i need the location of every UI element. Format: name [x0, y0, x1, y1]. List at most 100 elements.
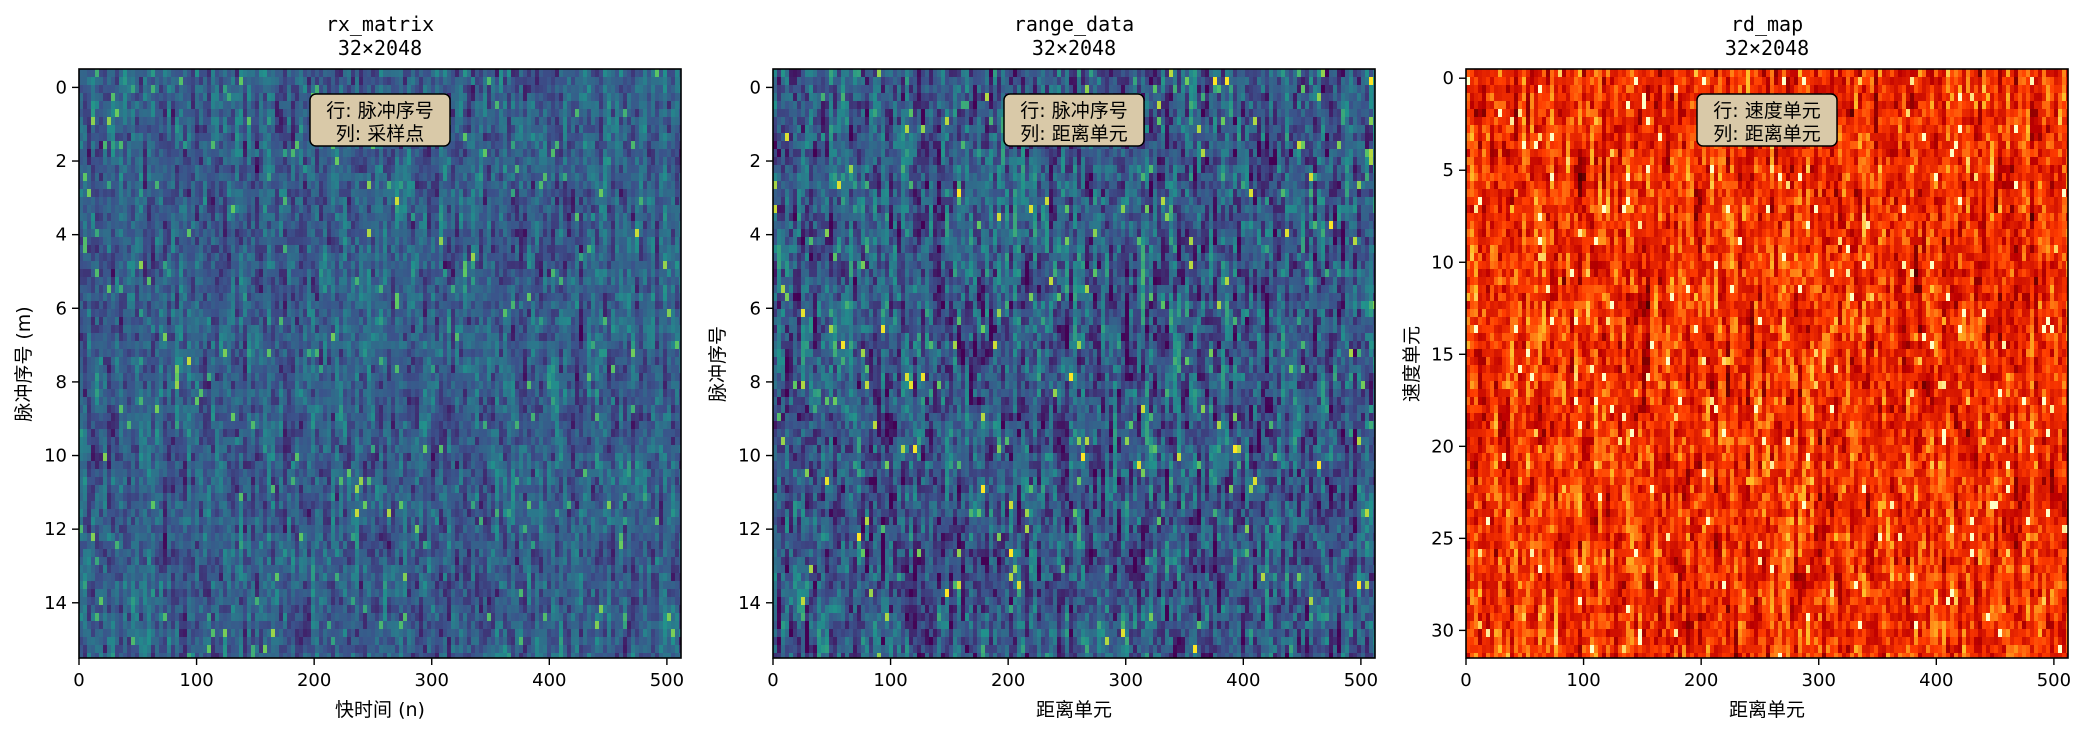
heatmap-cell: [111, 493, 115, 502]
heatmap-cell: [167, 221, 171, 230]
heatmap-cell: [223, 117, 227, 126]
heatmap-cell: [87, 469, 91, 478]
heatmap-cell: [175, 357, 179, 366]
heatmap-cell: [287, 469, 291, 478]
heatmap-cell: [339, 237, 343, 246]
heatmap-cell: [295, 285, 299, 294]
heatmap-cell: [111, 261, 115, 270]
heatmap-cell: [203, 181, 207, 190]
heatmap-cell: [283, 581, 287, 590]
heatmap-cell: [183, 533, 187, 542]
heatmap-cell: [243, 461, 247, 470]
heatmap-cell: [303, 621, 307, 630]
heatmap-cell: [151, 221, 155, 230]
heatmap-cell: [319, 173, 323, 182]
heatmap-column: [303, 69, 307, 658]
heatmap-cell: [99, 429, 103, 438]
heatmap-cell: [315, 613, 319, 622]
heatmap-cell: [131, 277, 135, 286]
heatmap-cell: [199, 509, 203, 518]
heatmap-cell: [123, 245, 127, 254]
heatmap-cell: [95, 645, 99, 654]
heatmap-cell: [147, 125, 151, 134]
heatmap-cell: [219, 101, 223, 110]
heatmap-cell: [315, 189, 319, 198]
heatmap-cell: [187, 389, 191, 398]
heatmap-cell: [283, 293, 287, 302]
heatmap-cell: [219, 357, 223, 366]
heatmap-cell: [203, 357, 207, 366]
heatmap-cell: [167, 565, 171, 574]
heatmap-cell: [195, 397, 199, 406]
heatmap-cell: [155, 125, 159, 134]
heatmap-cell: [203, 445, 207, 454]
heatmap-cell: [223, 181, 227, 190]
heatmap-cell: [227, 133, 231, 142]
heatmap-cell: [267, 261, 271, 270]
heatmap-cell: [91, 325, 95, 334]
heatmap-cell: [151, 549, 155, 558]
heatmap-cell: [135, 277, 139, 286]
heatmap-cell: [335, 557, 339, 566]
heatmap-cell: [275, 133, 279, 142]
heatmap-cell: [299, 397, 303, 406]
heatmap-cell: [263, 125, 267, 134]
heatmap-cell: [255, 213, 259, 222]
heatmap-cell: [291, 517, 295, 526]
heatmap-cell: [223, 341, 227, 350]
heatmap-cell: [259, 173, 263, 182]
heatmap-cell: [127, 501, 131, 510]
heatmap-cell: [211, 589, 215, 598]
heatmap-cell: [83, 605, 87, 614]
heatmap-cell: [127, 357, 131, 366]
heatmap-cell: [271, 237, 275, 246]
heatmap-cell: [239, 93, 243, 102]
heatmap-cell: [171, 645, 175, 654]
heatmap-cell: [267, 541, 271, 550]
heatmap-cell: [291, 237, 295, 246]
heatmap-cell: [191, 253, 195, 262]
heatmap-cell: [331, 485, 335, 494]
heatmap-cell: [143, 269, 147, 278]
heatmap-cell: [303, 229, 307, 238]
heatmap-cell: [143, 109, 147, 118]
heatmap-cell: [167, 85, 171, 94]
heatmap-cell: [335, 389, 339, 398]
heatmap-cell: [91, 277, 95, 286]
heatmap-cell: [203, 533, 207, 542]
heatmap-cell: [307, 605, 311, 614]
heatmap-cell: [231, 269, 235, 278]
heatmap-cell: [259, 653, 263, 658]
heatmap-cell: [175, 493, 179, 502]
heatmap-cell: [115, 605, 119, 614]
heatmap-cell: [119, 221, 123, 230]
heatmap-cell: [83, 237, 87, 246]
heatmap-cell: [223, 613, 227, 622]
heatmap-cell: [235, 333, 239, 342]
heatmap-cell: [91, 341, 95, 350]
heatmap-cell: [283, 333, 287, 342]
heatmap-cell: [283, 125, 287, 134]
heatmap-cell: [191, 533, 195, 542]
heatmap-cell: [111, 629, 115, 638]
heatmap-cell: [99, 509, 103, 518]
heatmap-cell: [207, 165, 211, 174]
heatmap-cell: [99, 293, 103, 302]
heatmap-cell: [91, 205, 95, 214]
heatmap-cell: [151, 517, 155, 526]
heatmap-cell: [215, 533, 219, 542]
heatmap-cell: [335, 85, 339, 94]
heatmap-cell: [323, 221, 327, 230]
heatmap-cell: [147, 653, 151, 658]
heatmap-cell: [299, 157, 303, 166]
heatmap-column: [211, 69, 215, 658]
heatmap-cell: [159, 461, 163, 470]
heatmap-cell: [127, 237, 131, 246]
heatmap-cell: [295, 173, 299, 182]
heatmap-cell: [275, 573, 279, 582]
heatmap-cell: [103, 477, 107, 486]
heatmap-cell: [183, 525, 187, 534]
heatmap-cell: [335, 165, 339, 174]
heatmap-cell: [187, 285, 191, 294]
heatmap-cell: [319, 525, 323, 534]
